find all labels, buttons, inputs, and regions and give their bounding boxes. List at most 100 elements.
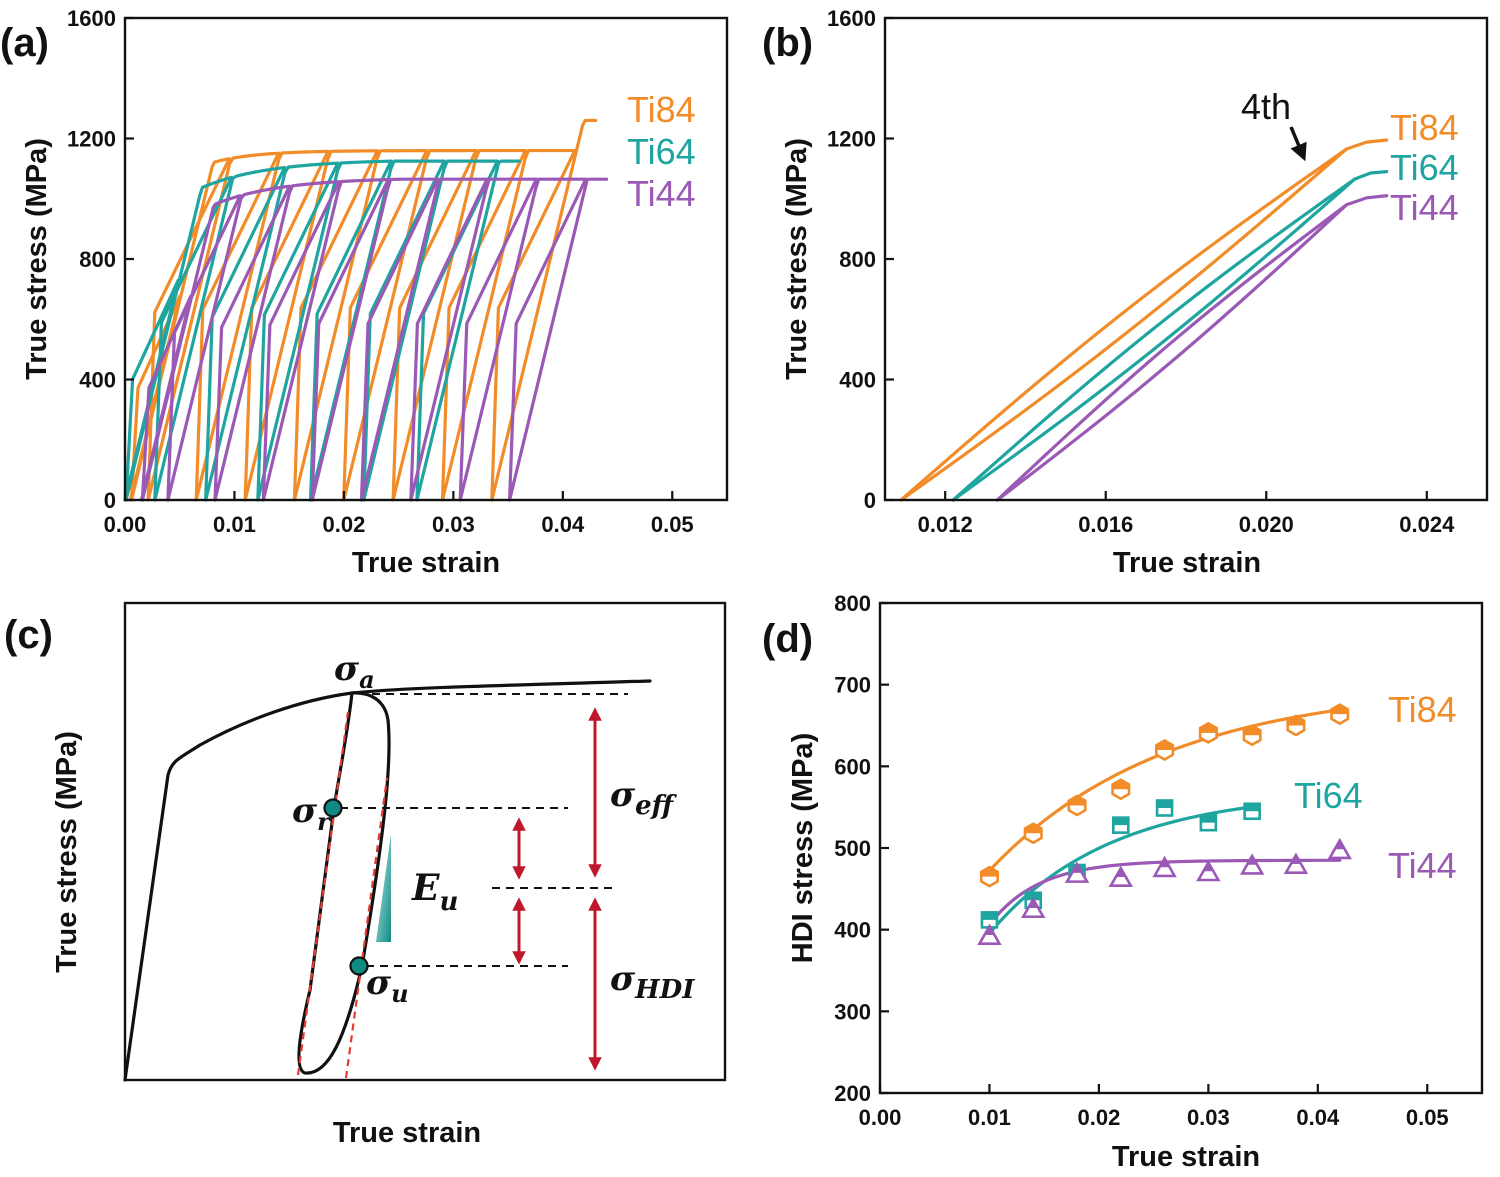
panel-d-point-ti44 [1152, 855, 1177, 878]
panel-b-annotation-4th: 4th [1241, 86, 1291, 127]
panel-a-final-ti44 [507, 177, 609, 502]
panel-d-point-ti44 [1283, 852, 1309, 874]
panel-b-reload-ti64 [951, 170, 1389, 502]
panel-a-xticks: 0.00 0.01 0.02 0.03 0.04 0.05 [104, 491, 694, 537]
panel-b-ylabel: True stress (MPa) [781, 138, 813, 380]
panel-d-point-ti44 [1196, 859, 1221, 882]
panel-b-yticks: 0 400 800 1200 1600 [827, 6, 894, 513]
xtick-label: 0.024 [1399, 512, 1455, 537]
panel-b-annotation-arrow [1289, 126, 1307, 162]
panel-a-loop-ti84 [440, 148, 577, 502]
panel-b-xticks: 0.012 0.016 0.020 0.024 [918, 491, 1455, 537]
panel-b-legend-ti84: Ti84 [1390, 107, 1459, 148]
panel-c-red-dashed-line-2 [344, 777, 389, 1079]
ytick-label: 500 [834, 836, 871, 861]
panel-b-label: (b) [762, 21, 813, 65]
panel-b: (b) 0.012 0.016 0.020 0.024 0 400 800 1200 1600… [762, 6, 1489, 579]
ytick-label: 800 [834, 591, 871, 616]
panel-c-red-dashed-line-1 [296, 711, 350, 1076]
ytick-label: 1600 [827, 6, 876, 31]
panel-a-loop-ti64 [153, 165, 287, 502]
panel-c-label: (c) [4, 613, 53, 657]
panel-d-point-ti84 [1023, 822, 1043, 845]
panel-a-loop-ti64 [362, 159, 500, 502]
panel-b-reload-ti44 [995, 194, 1389, 502]
panel-d-point-ti64 [1243, 802, 1261, 821]
panel-a-loop-ti44 [213, 180, 341, 502]
panel-a-loop-ti44 [140, 194, 242, 502]
panel-d-yticks: 200 300 400 500 600 700 800 [834, 591, 889, 1106]
panel-a-final-ti84 [490, 118, 598, 502]
xtick-label: 0.04 [541, 512, 585, 537]
panel-b-unload-ti64 [951, 177, 1357, 502]
panel-d-point-ti84 [979, 865, 999, 888]
panel-d-point-ti84 [1330, 703, 1350, 726]
panel-c-sigma-a: σa [334, 649, 375, 694]
panel-a-loop-ti84 [292, 149, 429, 502]
panel-a-final-ti64 [415, 159, 521, 502]
ytick-label: 600 [834, 754, 871, 779]
panel-a-xlabel: True strain [352, 547, 500, 579]
ytick-label: 0 [104, 488, 116, 513]
panel-d-markers [977, 703, 1352, 946]
xtick-label: 0.05 [1406, 1105, 1449, 1130]
panel-c-xlabel: True strain [333, 1117, 481, 1149]
panel-b-frame [883, 16, 1489, 502]
panel-c-monotonic-curve [123, 679, 652, 1082]
panel-a-loop-ti44 [409, 177, 539, 502]
panel-c-sigma-u: σu [366, 963, 409, 1008]
panel-d-point-ti44 [1239, 853, 1265, 875]
panel-d-point-ti44 [1020, 896, 1046, 919]
panel-d-point-ti84 [1067, 794, 1087, 817]
xtick-label: 0.04 [1296, 1105, 1340, 1130]
panel-d-point-ti44 [1327, 837, 1352, 860]
panel-b-unload-ti44 [995, 203, 1349, 502]
panel-c-hysteresis-loop [297, 691, 391, 1075]
ytick-label: 400 [839, 368, 876, 393]
panel-d-point-ti84 [1155, 738, 1175, 762]
panel-a-loop-ti44 [458, 177, 588, 502]
panel-a-curves [123, 118, 609, 502]
panel-c-frame [123, 601, 727, 1082]
panel-d: (d) 0.00 0.01 0.02 0.03 0.04 0.05 200 300 400 50… [762, 591, 1484, 1173]
ytick-label: 400 [834, 918, 871, 943]
panel-b-legend-ti64: Ti64 [1390, 147, 1459, 188]
xtick-label: 0.01 [968, 1105, 1011, 1130]
panel-b-curves [899, 138, 1389, 502]
ytick-label: 300 [834, 999, 871, 1024]
panel-c-ylabel: True stress (MPa) [51, 731, 83, 973]
panel-d-legend-ti44: Ti44 [1388, 845, 1457, 886]
panel-a-loop-ti44 [359, 177, 489, 502]
panel-a-loop-ti64 [124, 175, 234, 502]
panel-c-sigma-eff: σeff [610, 775, 678, 821]
panel-d-point-ti84 [1286, 714, 1306, 737]
panel-d-legend-ti64: Ti64 [1294, 775, 1363, 816]
xtick-label: 0.020 [1239, 512, 1294, 537]
panel-a-yticks: 0 400 800 1200 1600 [67, 6, 134, 513]
panel-c: (c) True strain True stress (MPa) σa σr [4, 601, 727, 1149]
panel-a-legend-ti64: Ti64 [627, 131, 696, 172]
panel-c-point-sigma-r [323, 798, 343, 818]
panel-a-legend-ti84: Ti84 [627, 89, 696, 130]
xtick-label: 0.00 [859, 1105, 902, 1130]
panel-a-loop-ti44 [166, 184, 292, 502]
panel-d-point-ti64 [1155, 799, 1174, 817]
ytick-label: 800 [79, 247, 116, 272]
ytick-label: 200 [834, 1081, 871, 1106]
xtick-label: 0.03 [1187, 1105, 1230, 1130]
ytick-label: 0 [864, 488, 876, 513]
ytick-label: 800 [839, 247, 876, 272]
panel-d-point-ti44 [977, 923, 1002, 946]
ytick-label: 1200 [827, 127, 876, 152]
panel-a: (a) 0.00 0.01 0.02 0.03 0.04 0.05 0 400 800 1200… [0, 6, 729, 579]
panel-d-ylabel: HDI stress (MPa) [787, 733, 819, 963]
xtick-label: 0.016 [1078, 512, 1133, 537]
panel-d-point-ti44 [1064, 861, 1090, 883]
panel-a-loop-ti84 [391, 148, 528, 502]
ytick-label: 1200 [67, 127, 116, 152]
panel-d-point-ti64 [1199, 813, 1218, 832]
panel-d-point-ti84 [1242, 724, 1262, 747]
panel-a-loop-ti44 [310, 177, 440, 502]
xtick-label: 0.05 [651, 512, 694, 537]
